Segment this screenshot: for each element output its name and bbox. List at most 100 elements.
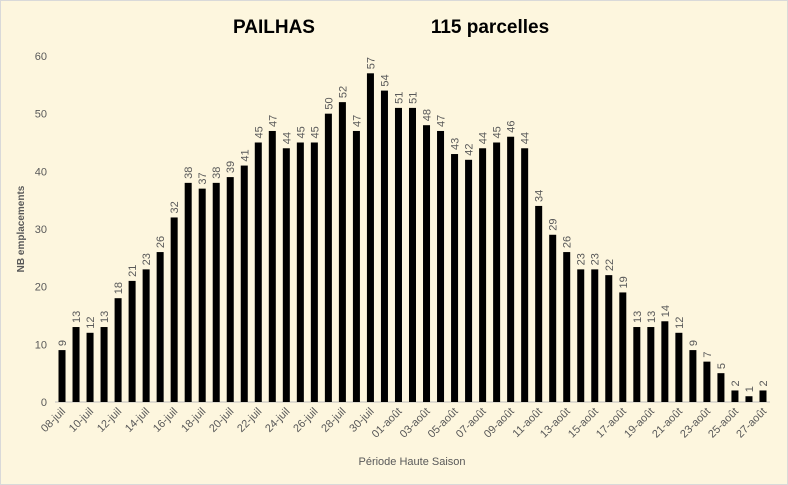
bar (156, 252, 164, 402)
bar (423, 125, 431, 402)
bar (100, 327, 108, 402)
value-label: 26 (562, 236, 574, 248)
bar (366, 73, 374, 403)
value-label: 1 (744, 386, 756, 392)
y-tick-label: 30 (35, 224, 47, 236)
bar (114, 298, 122, 402)
value-label: 13 (646, 311, 658, 323)
value-label: 14 (660, 305, 672, 317)
bar (507, 136, 515, 402)
bar (647, 327, 655, 402)
x-axis-label: Période Haute Saison (358, 456, 465, 468)
value-label: 45 (492, 126, 504, 138)
bar (451, 154, 459, 402)
value-label: 9 (57, 340, 69, 346)
bar (633, 327, 641, 402)
value-label: 13 (632, 311, 644, 323)
value-label: 23 (576, 253, 588, 265)
bar (128, 280, 136, 402)
bar (212, 182, 220, 402)
value-label: 42 (464, 144, 476, 156)
bar (563, 252, 571, 402)
value-label: 32 (169, 201, 181, 213)
bar (535, 205, 543, 402)
bar (493, 142, 501, 402)
bar (549, 234, 557, 402)
value-label: 19 (618, 276, 630, 288)
value-label: 45 (295, 126, 307, 138)
bar (310, 142, 318, 402)
bar (380, 90, 388, 402)
value-label: 52 (337, 86, 349, 98)
bar (479, 148, 487, 402)
bar (198, 188, 206, 402)
bar (731, 390, 739, 402)
value-label: 12 (674, 317, 686, 329)
value-label: 37 (197, 172, 209, 184)
value-label: 12 (85, 317, 97, 329)
bar (58, 350, 66, 402)
bar (591, 269, 599, 402)
y-tick-label: 20 (35, 282, 47, 294)
value-label: 54 (379, 74, 391, 86)
bar (745, 396, 753, 402)
value-label: 41 (239, 149, 251, 161)
value-label: 13 (71, 311, 83, 323)
bar (619, 292, 627, 402)
value-label: 57 (365, 57, 377, 69)
value-label: 22 (604, 259, 616, 271)
bar (338, 102, 346, 402)
bar (352, 130, 360, 402)
value-label: 5 (716, 363, 728, 369)
value-label: 29 (548, 219, 560, 231)
bar (240, 165, 248, 402)
bar (296, 142, 304, 402)
bar (282, 148, 290, 402)
y-tick-label: 50 (35, 109, 47, 121)
value-label: 2 (730, 380, 742, 386)
bar (465, 159, 473, 402)
bar (324, 113, 332, 403)
bar (689, 350, 697, 402)
value-label: 44 (478, 132, 490, 144)
bar (184, 182, 192, 402)
value-label: 51 (408, 92, 420, 104)
value-label: 51 (393, 92, 405, 104)
value-label: 18 (113, 282, 125, 294)
value-label: 46 (506, 120, 518, 132)
bar (142, 269, 150, 402)
value-label: 38 (211, 167, 223, 179)
value-label: 44 (281, 132, 293, 144)
value-label: 45 (309, 126, 321, 138)
value-label: 45 (253, 126, 265, 138)
y-tick-label: 40 (35, 166, 47, 178)
chart-title: PAILHAS (233, 17, 315, 38)
y-tick-label: 0 (41, 397, 47, 409)
bar (703, 361, 711, 402)
bar (675, 332, 683, 402)
value-label: 23 (141, 253, 153, 265)
value-label: 43 (450, 138, 462, 150)
value-label: 48 (422, 109, 434, 121)
bar (521, 148, 529, 402)
bar (268, 130, 276, 402)
bar (170, 217, 178, 402)
bar (72, 327, 80, 402)
value-label: 39 (225, 161, 237, 173)
value-label: 38 (183, 167, 195, 179)
value-label: 47 (267, 115, 279, 127)
bar (408, 107, 417, 403)
value-label: 47 (351, 115, 363, 127)
bar (254, 142, 262, 402)
value-label: 21 (127, 265, 139, 277)
value-label: 50 (323, 97, 335, 109)
bar (437, 130, 445, 402)
y-axis-label: NB emplacements (16, 185, 27, 272)
bar (605, 275, 613, 402)
value-label: 47 (436, 115, 448, 127)
value-label: 26 (155, 236, 167, 248)
bar (86, 332, 94, 402)
bar (577, 269, 585, 402)
